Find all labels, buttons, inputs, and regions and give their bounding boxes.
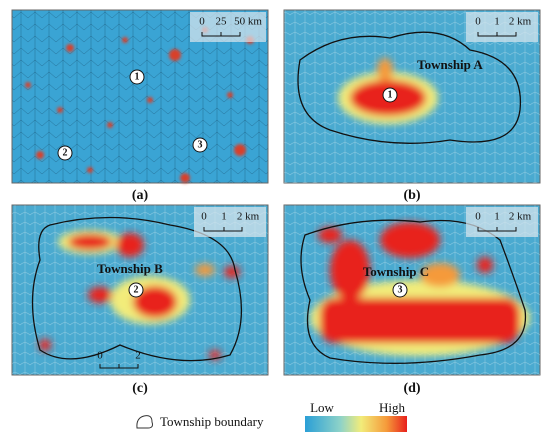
scale-label: 0	[97, 350, 103, 362]
marker: 1	[388, 89, 393, 100]
scale-label: 25	[216, 16, 228, 28]
marker: 2	[134, 284, 139, 295]
scale-label: 0	[199, 16, 205, 28]
color-ramp	[305, 416, 407, 432]
legend-low: Low	[310, 400, 334, 415]
legend: Township boundary Low High	[136, 400, 407, 432]
township-label: Township B	[97, 261, 163, 276]
township-label: Township C	[363, 264, 429, 279]
scale-label: 1	[221, 211, 227, 223]
marker: 1	[135, 71, 140, 82]
caption: (c)	[132, 381, 148, 396]
scale-label: 1	[494, 16, 500, 28]
scale-label: 0	[475, 211, 481, 223]
scale-label: 1	[494, 211, 500, 223]
legend-high: High	[379, 400, 406, 415]
marker: 3	[398, 284, 403, 295]
legend-label: Township boundary	[160, 414, 264, 429]
marker: 2	[63, 147, 68, 158]
marker: 3	[198, 139, 203, 150]
caption: (d)	[403, 381, 420, 396]
panel-d: 0 1 2 km Township C 3 (d)	[283, 204, 541, 396]
scale-label: 0	[475, 16, 481, 28]
caption: (b)	[403, 188, 420, 203]
scale-label: 2	[135, 350, 141, 362]
panel-a: 0 25 50 km 1 2 3 (a)	[11, 9, 269, 203]
scale-label: 0	[201, 211, 207, 223]
boundary-icon	[136, 415, 153, 429]
scale-label: 2 km	[509, 16, 532, 28]
scale-label: 2 km	[509, 211, 532, 223]
caption: (a)	[132, 188, 149, 203]
scale-label: 50 km	[234, 16, 262, 28]
scale-label: 2 km	[237, 211, 260, 223]
township-label: Township A	[417, 57, 483, 72]
panel-c: 0 1 2 km 0 2 Township B 2 (c)	[11, 204, 269, 396]
panel-b: 0 1 2 km Township A 1 (b)	[283, 9, 541, 203]
